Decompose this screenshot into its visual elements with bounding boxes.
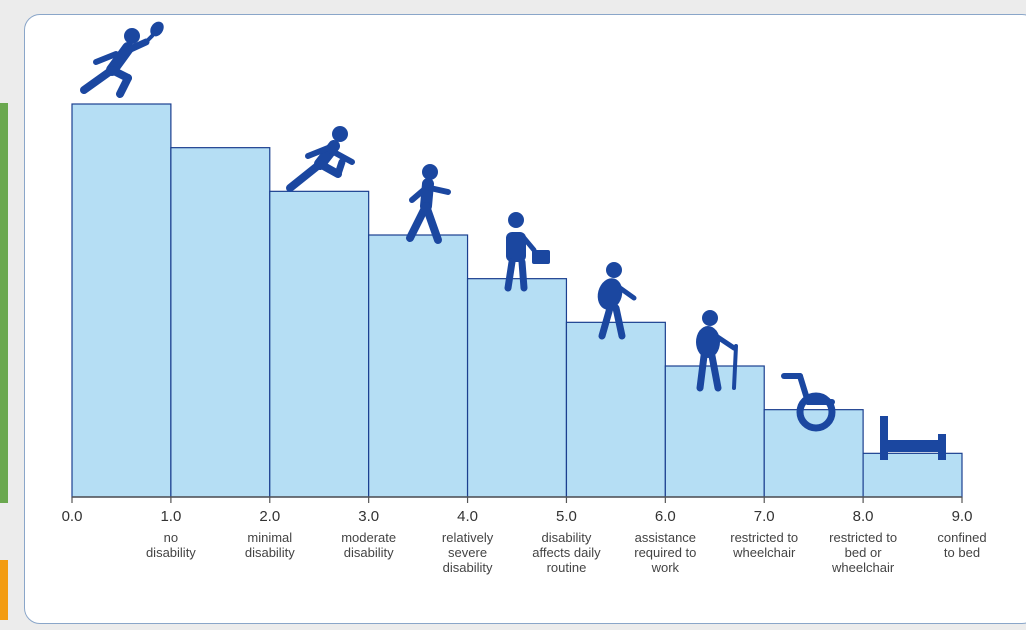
- description-4.0: relatively severe disability: [442, 530, 494, 575]
- x-tick-label: 0.0: [62, 508, 83, 525]
- person-with-briefcase-icon: [504, 212, 550, 292]
- step-6.0: [565, 321, 666, 498]
- step-4.0: [368, 234, 469, 498]
- step-5.0: [466, 278, 568, 498]
- x-tick-label: 3.0: [358, 508, 379, 525]
- description-5.0: disability affects daily routine: [532, 530, 601, 575]
- step-3.0: [269, 190, 370, 498]
- description-9.0: confined to bed: [937, 530, 986, 560]
- description-1.0: no disability: [146, 530, 196, 560]
- walker-icon: [406, 164, 451, 244]
- bed-icon: [880, 416, 946, 460]
- step-1.0: [71, 103, 172, 498]
- runner-icon: [286, 126, 355, 192]
- x-tick-label: 7.0: [754, 508, 775, 525]
- x-tick-label: 1.0: [160, 508, 181, 525]
- step-9.0: [862, 452, 963, 498]
- description-3.0: moderate disability: [341, 530, 396, 560]
- hunched-walker-icon: [597, 262, 637, 340]
- x-axis: [71, 496, 963, 503]
- step-2.0: [170, 147, 271, 498]
- x-tick-label: 5.0: [556, 508, 577, 525]
- x-tick-label: 9.0: [952, 508, 973, 525]
- description-2.0: minimal disability: [245, 530, 295, 560]
- x-tick-label: 4.0: [457, 508, 478, 525]
- description-6.0: assistance required to work: [634, 530, 696, 575]
- orange-accent-bar: [0, 560, 8, 620]
- green-accent-bar: [0, 103, 8, 503]
- wheelchair-icon: [781, 373, 836, 432]
- x-tick-label: 2.0: [259, 508, 280, 525]
- x-tick-label: 6.0: [655, 508, 676, 525]
- x-tick-labels: 0.0 1.0 2.0 3.0 4.0 5.0 6.0 7.0 8.0 9.0: [62, 508, 973, 525]
- staircase-steps: [71, 103, 963, 498]
- tennis-player-icon: [80, 21, 164, 98]
- x-tick-label: 8.0: [853, 508, 874, 525]
- description-8.0: restricted to bed or wheelchair: [829, 530, 897, 575]
- step-8.0: [763, 409, 864, 498]
- description-7.0: restricted to wheelchair: [730, 530, 798, 560]
- score-descriptions: no disability minimal disability moderate dis…: [146, 530, 987, 575]
- elderly-with-cane-icon: [696, 310, 738, 392]
